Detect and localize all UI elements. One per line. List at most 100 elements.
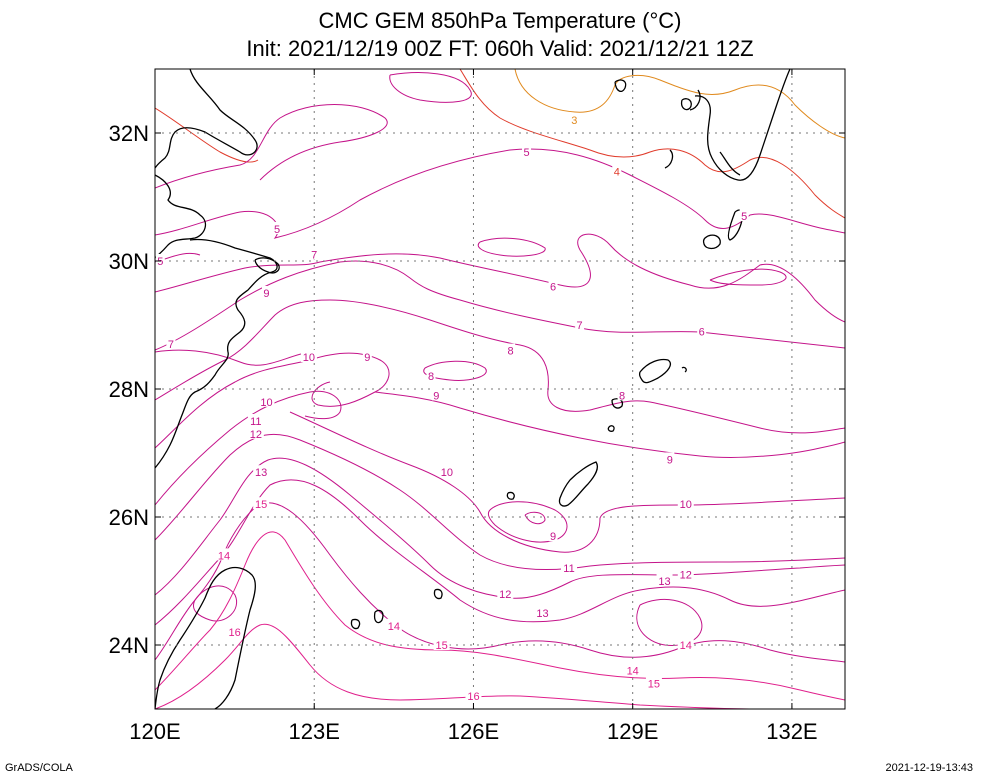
- coast-china-mid: [155, 174, 207, 259]
- contour-label: 10: [260, 397, 272, 409]
- lat-tick-label: 28N: [109, 377, 149, 402]
- lat-tick-label: 30N: [109, 249, 149, 274]
- contour-label: 12: [250, 429, 262, 441]
- contour-label: 7: [168, 339, 174, 351]
- contour-5: [155, 148, 845, 239]
- contour-label-bg: [677, 567, 694, 580]
- contour-label-bg: [656, 574, 673, 586]
- contour-12: [155, 457, 845, 599]
- contour-label: 13: [255, 467, 267, 479]
- contour-label-bg: [247, 414, 264, 426]
- coast-kyushu-west: [664, 89, 741, 176]
- contour-label-bg: [261, 286, 271, 298]
- coast-taiwan: [155, 566, 256, 709]
- contour-label-bg: [497, 586, 514, 599]
- contour-label: 9: [550, 531, 556, 543]
- coast-ishigaki: [350, 618, 361, 630]
- contour-5-upper: [155, 104, 388, 189]
- contour-label: 4: [614, 166, 620, 178]
- contour-label: 15: [648, 678, 660, 690]
- contour-label: 7: [311, 250, 317, 262]
- contour-label: 10: [303, 352, 315, 364]
- contour-9-main: [374, 391, 845, 458]
- contour-label: 10: [441, 467, 453, 479]
- contour-10-b: [289, 411, 845, 553]
- contour-label-bg: [438, 465, 455, 478]
- coast-chusan: [254, 257, 280, 274]
- contour-6-east: [709, 268, 787, 286]
- contour-11: [155, 433, 845, 571]
- contour-label: 7: [577, 320, 583, 332]
- contour-3: [514, 69, 845, 139]
- contour-label: 14: [388, 621, 400, 633]
- contour-label: 15: [435, 640, 447, 652]
- contour-labels: 3455556677788899999101010101111121212131…: [155, 113, 749, 703]
- contour-label-bg: [226, 625, 243, 638]
- contour-label-bg: [665, 452, 675, 465]
- coast-tokunoshima: [611, 398, 624, 409]
- contour-14: [155, 502, 845, 663]
- contour-label-bg: [433, 638, 450, 650]
- contour-label-bg: [506, 343, 516, 356]
- contour-5-lake: [389, 72, 472, 103]
- contour-label-bg: [247, 426, 264, 439]
- contour-14-loop: [193, 585, 238, 622]
- contour-label-bg: [561, 561, 577, 574]
- contour-label: 16: [228, 627, 240, 639]
- lon-tick-label: 129E: [607, 719, 658, 744]
- contour-label-bg: [739, 209, 749, 222]
- contour-label-bg: [362, 350, 372, 362]
- contour-label-bg: [465, 689, 482, 702]
- contour-9-small: [524, 511, 546, 525]
- contour-4: [459, 69, 845, 219]
- coast-goto: [614, 79, 692, 111]
- contour-16: [155, 623, 761, 709]
- contour-label: 3: [571, 115, 577, 127]
- contour-label: 10: [680, 499, 692, 511]
- contour-label-bg: [624, 663, 641, 676]
- lat-tick-label: 24N: [109, 633, 149, 658]
- contour-label: 15: [255, 499, 267, 511]
- lon-tick-label: 120E: [129, 719, 180, 744]
- contour-label-bg: [534, 606, 551, 618]
- contour-label: 13: [658, 576, 670, 588]
- coast-yonaguni: [433, 588, 443, 600]
- contour-6: [155, 233, 845, 323]
- contour-label: 14: [218, 550, 230, 562]
- contour-label-bg: [677, 638, 694, 650]
- contour-4b: [155, 107, 259, 163]
- contour-15: [155, 531, 845, 701]
- contour-7: [155, 260, 845, 351]
- contour-label: 9: [364, 352, 370, 364]
- contour-label: 16: [467, 691, 479, 703]
- contour-label: 14: [627, 666, 639, 678]
- contour-label-bg: [155, 254, 165, 266]
- contour-label: 11: [563, 563, 574, 575]
- contour-label-bg: [548, 529, 558, 542]
- contour-label-bg: [426, 369, 436, 382]
- lon-tick-label: 132E: [766, 719, 817, 744]
- contour-label: 5: [523, 147, 529, 159]
- lon-tick-label: 123E: [289, 719, 340, 744]
- coast-amami: [638, 358, 672, 384]
- contour-label-bg: [216, 548, 232, 561]
- contour-label-bg: [575, 318, 585, 330]
- grid-lines: [155, 69, 845, 709]
- contour-label: 5: [274, 224, 280, 236]
- contour-label: 9: [667, 454, 673, 466]
- coastlines: [155, 69, 791, 709]
- contour-10: [155, 390, 342, 506]
- contour-label-bg: [677, 497, 694, 510]
- contour-label-bg: [309, 247, 319, 260]
- contour-13-loop: [636, 598, 703, 646]
- lat-tick-label: 32N: [109, 121, 149, 146]
- contour-label: 5: [157, 256, 163, 268]
- map-subtitle: Init: 2021/12/19 00Z FT: 060h Valid: 202…: [246, 36, 754, 61]
- contour-label: 12: [680, 570, 692, 582]
- lon-tick-label: 126E: [448, 719, 499, 744]
- coast-ryukyu-small: [607, 366, 687, 432]
- contour-label-bg: [645, 676, 662, 689]
- contour-label-bg: [253, 465, 270, 478]
- coast-okinawa: [558, 461, 599, 507]
